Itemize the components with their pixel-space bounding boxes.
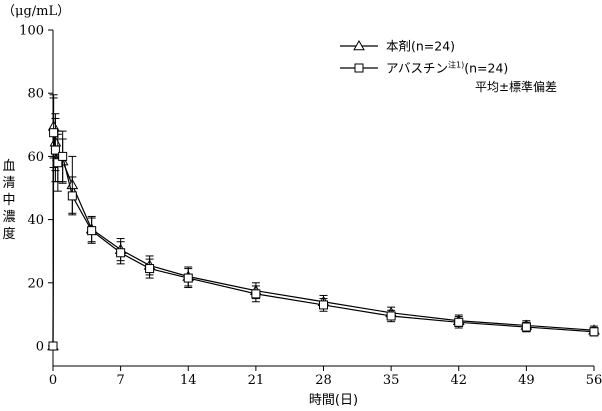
x-tick-label-14: 14 <box>180 373 197 388</box>
x-axis-title: 時間(日) <box>309 393 358 408</box>
series-2-point-12 <box>386 311 396 321</box>
series-2-point-14 <box>521 322 531 332</box>
y-tick-label-60: 60 <box>27 150 44 165</box>
legend-marker-1 <box>353 39 365 51</box>
x-tick-label-42: 42 <box>450 373 467 388</box>
series-2-point-11 <box>319 300 328 310</box>
series-2 <box>48 97 599 351</box>
x-tick-label-0: 0 <box>49 373 57 388</box>
error-note: 平均±標準偏差 <box>475 79 557 94</box>
x-tick-label-49: 49 <box>518 373 535 388</box>
series-2-point-0 <box>48 341 58 351</box>
series-2-point-8 <box>145 264 155 274</box>
series-2-point-6 <box>87 226 97 236</box>
x-tick-label-28: 28 <box>315 373 332 388</box>
axes: 0 20 40 60 80 100 0 7 14 21 28 35 42 49 56 <box>19 24 602 389</box>
series-2-point-5 <box>67 191 77 201</box>
y-axis-unit-label: （μg/mL） <box>2 4 70 19</box>
y-axis-title: 血清中濃度 <box>2 159 15 242</box>
series-1-line <box>52 126 595 347</box>
series-2-point-1 <box>49 128 59 138</box>
series-2-point-13 <box>454 317 464 327</box>
series-2-point-9 <box>183 273 193 283</box>
x-tick-label-56: 56 <box>586 373 602 388</box>
legend-label-1: 本剤(n=24) <box>386 39 455 54</box>
y-tick-label-40: 40 <box>27 213 44 228</box>
x-tick-label-35: 35 <box>383 373 400 388</box>
series-2-point-7 <box>116 248 126 258</box>
series-2-point-3 <box>53 158 63 168</box>
legend: 本剤(n=24) アバスチン注1)(n=24) <box>340 39 508 76</box>
y-tick-label-100: 100 <box>19 24 44 39</box>
series-2-point-4 <box>58 151 68 161</box>
series-2-point-15 <box>589 327 599 337</box>
legend-marker-2 <box>354 63 364 73</box>
series-2-point-10 <box>251 289 261 299</box>
y-tick-label-80: 80 <box>27 87 44 102</box>
legend-label-2: アバスチン注1)(n=24) <box>386 60 508 76</box>
series-2-line <box>52 132 595 347</box>
x-tick-label-7: 7 <box>116 373 124 388</box>
series-2-point-2 <box>50 145 60 155</box>
y-tick-label-20: 20 <box>27 276 44 291</box>
x-tick-label-21: 21 <box>248 373 265 388</box>
series-layer <box>47 94 600 351</box>
y-tick-label-0: 0 <box>36 340 44 355</box>
